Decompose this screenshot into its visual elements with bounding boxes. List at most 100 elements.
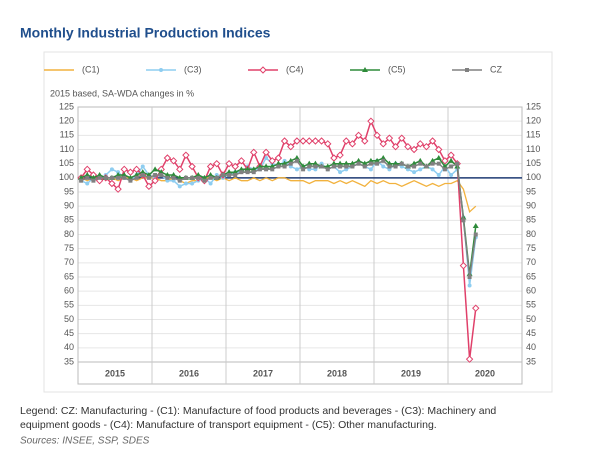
point	[361, 137, 369, 145]
point	[176, 165, 184, 174]
point	[418, 167, 423, 172]
y2-tick-label: 115	[526, 130, 540, 140]
point	[412, 170, 417, 175]
point	[465, 355, 474, 363]
point	[368, 161, 373, 166]
point	[206, 162, 215, 171]
y2-tick-label: 90	[526, 201, 536, 211]
point	[146, 175, 151, 180]
point	[188, 162, 196, 171]
point	[269, 163, 276, 169]
point	[120, 165, 128, 174]
point	[404, 142, 412, 151]
point	[140, 164, 145, 169]
point	[306, 160, 313, 166]
point	[354, 131, 363, 140]
point	[91, 178, 96, 183]
y-tick-label: 85	[64, 215, 74, 225]
point	[317, 137, 326, 145]
point	[109, 175, 114, 180]
point	[145, 172, 152, 177]
point	[461, 218, 466, 223]
point	[270, 167, 275, 172]
legend-note: Legend: CZ: Manufacturing - (C1): Manufa…	[20, 405, 496, 417]
point	[393, 164, 398, 169]
point	[164, 172, 171, 177]
point	[227, 173, 232, 177]
point	[455, 161, 460, 166]
point	[355, 157, 362, 163]
point	[391, 142, 400, 151]
point	[233, 173, 238, 177]
point	[276, 164, 281, 169]
y2-tick-label: 40	[526, 342, 536, 352]
y-tick-label: 105	[59, 158, 74, 168]
source: Sources: INSEE, SSP, SDES	[20, 436, 150, 447]
point	[262, 148, 270, 157]
point	[182, 151, 190, 159]
point	[213, 159, 221, 168]
point	[152, 166, 159, 172]
point	[385, 134, 394, 142]
point	[381, 158, 386, 163]
point	[139, 169, 146, 175]
y-tick-label: 75	[64, 243, 74, 253]
y-tick-label: 55	[64, 300, 74, 310]
point	[159, 173, 164, 177]
point	[177, 178, 182, 183]
subtitle: 2015 based, SA-WDA changes in %	[50, 88, 194, 98]
y2-tick-label: 35	[526, 356, 536, 366]
point	[381, 164, 386, 169]
point	[79, 178, 84, 183]
point	[274, 154, 283, 162]
point	[190, 175, 195, 180]
point	[294, 158, 299, 163]
point	[356, 161, 361, 166]
y-tick-label: 80	[64, 229, 74, 239]
point	[281, 160, 288, 166]
point	[97, 175, 102, 180]
point	[325, 167, 330, 172]
x-tick-label: 2018	[327, 368, 347, 378]
point	[305, 137, 313, 145]
y2-tick-label: 60	[526, 286, 536, 296]
legend-marker	[465, 68, 469, 72]
y-tick-label: 45	[64, 328, 74, 338]
y2-tick-label: 95	[526, 186, 536, 196]
point	[449, 164, 454, 169]
point	[331, 164, 336, 169]
point	[430, 161, 435, 166]
point	[114, 185, 122, 193]
y2-tick-label: 125	[526, 101, 541, 111]
point	[324, 140, 332, 148]
point	[275, 160, 282, 166]
point	[467, 275, 472, 279]
point	[171, 175, 176, 180]
point	[145, 182, 153, 191]
point	[449, 173, 454, 177]
point	[78, 174, 85, 180]
point	[311, 137, 320, 145]
point	[220, 173, 225, 177]
point	[417, 157, 424, 163]
y-tick-label: 70	[64, 257, 74, 267]
y-tick-label: 90	[64, 201, 74, 211]
point	[208, 175, 213, 180]
y-tick-label: 40	[64, 342, 74, 352]
point	[103, 175, 108, 180]
point	[337, 160, 344, 166]
point	[375, 161, 380, 166]
point	[85, 181, 90, 186]
point	[448, 157, 455, 163]
point	[257, 167, 262, 172]
point	[435, 145, 443, 154]
point	[202, 178, 207, 183]
y2-tick-label: 110	[526, 144, 540, 154]
point	[116, 175, 121, 180]
point	[226, 169, 233, 175]
point	[436, 173, 441, 177]
point	[176, 174, 183, 180]
point	[239, 170, 244, 175]
